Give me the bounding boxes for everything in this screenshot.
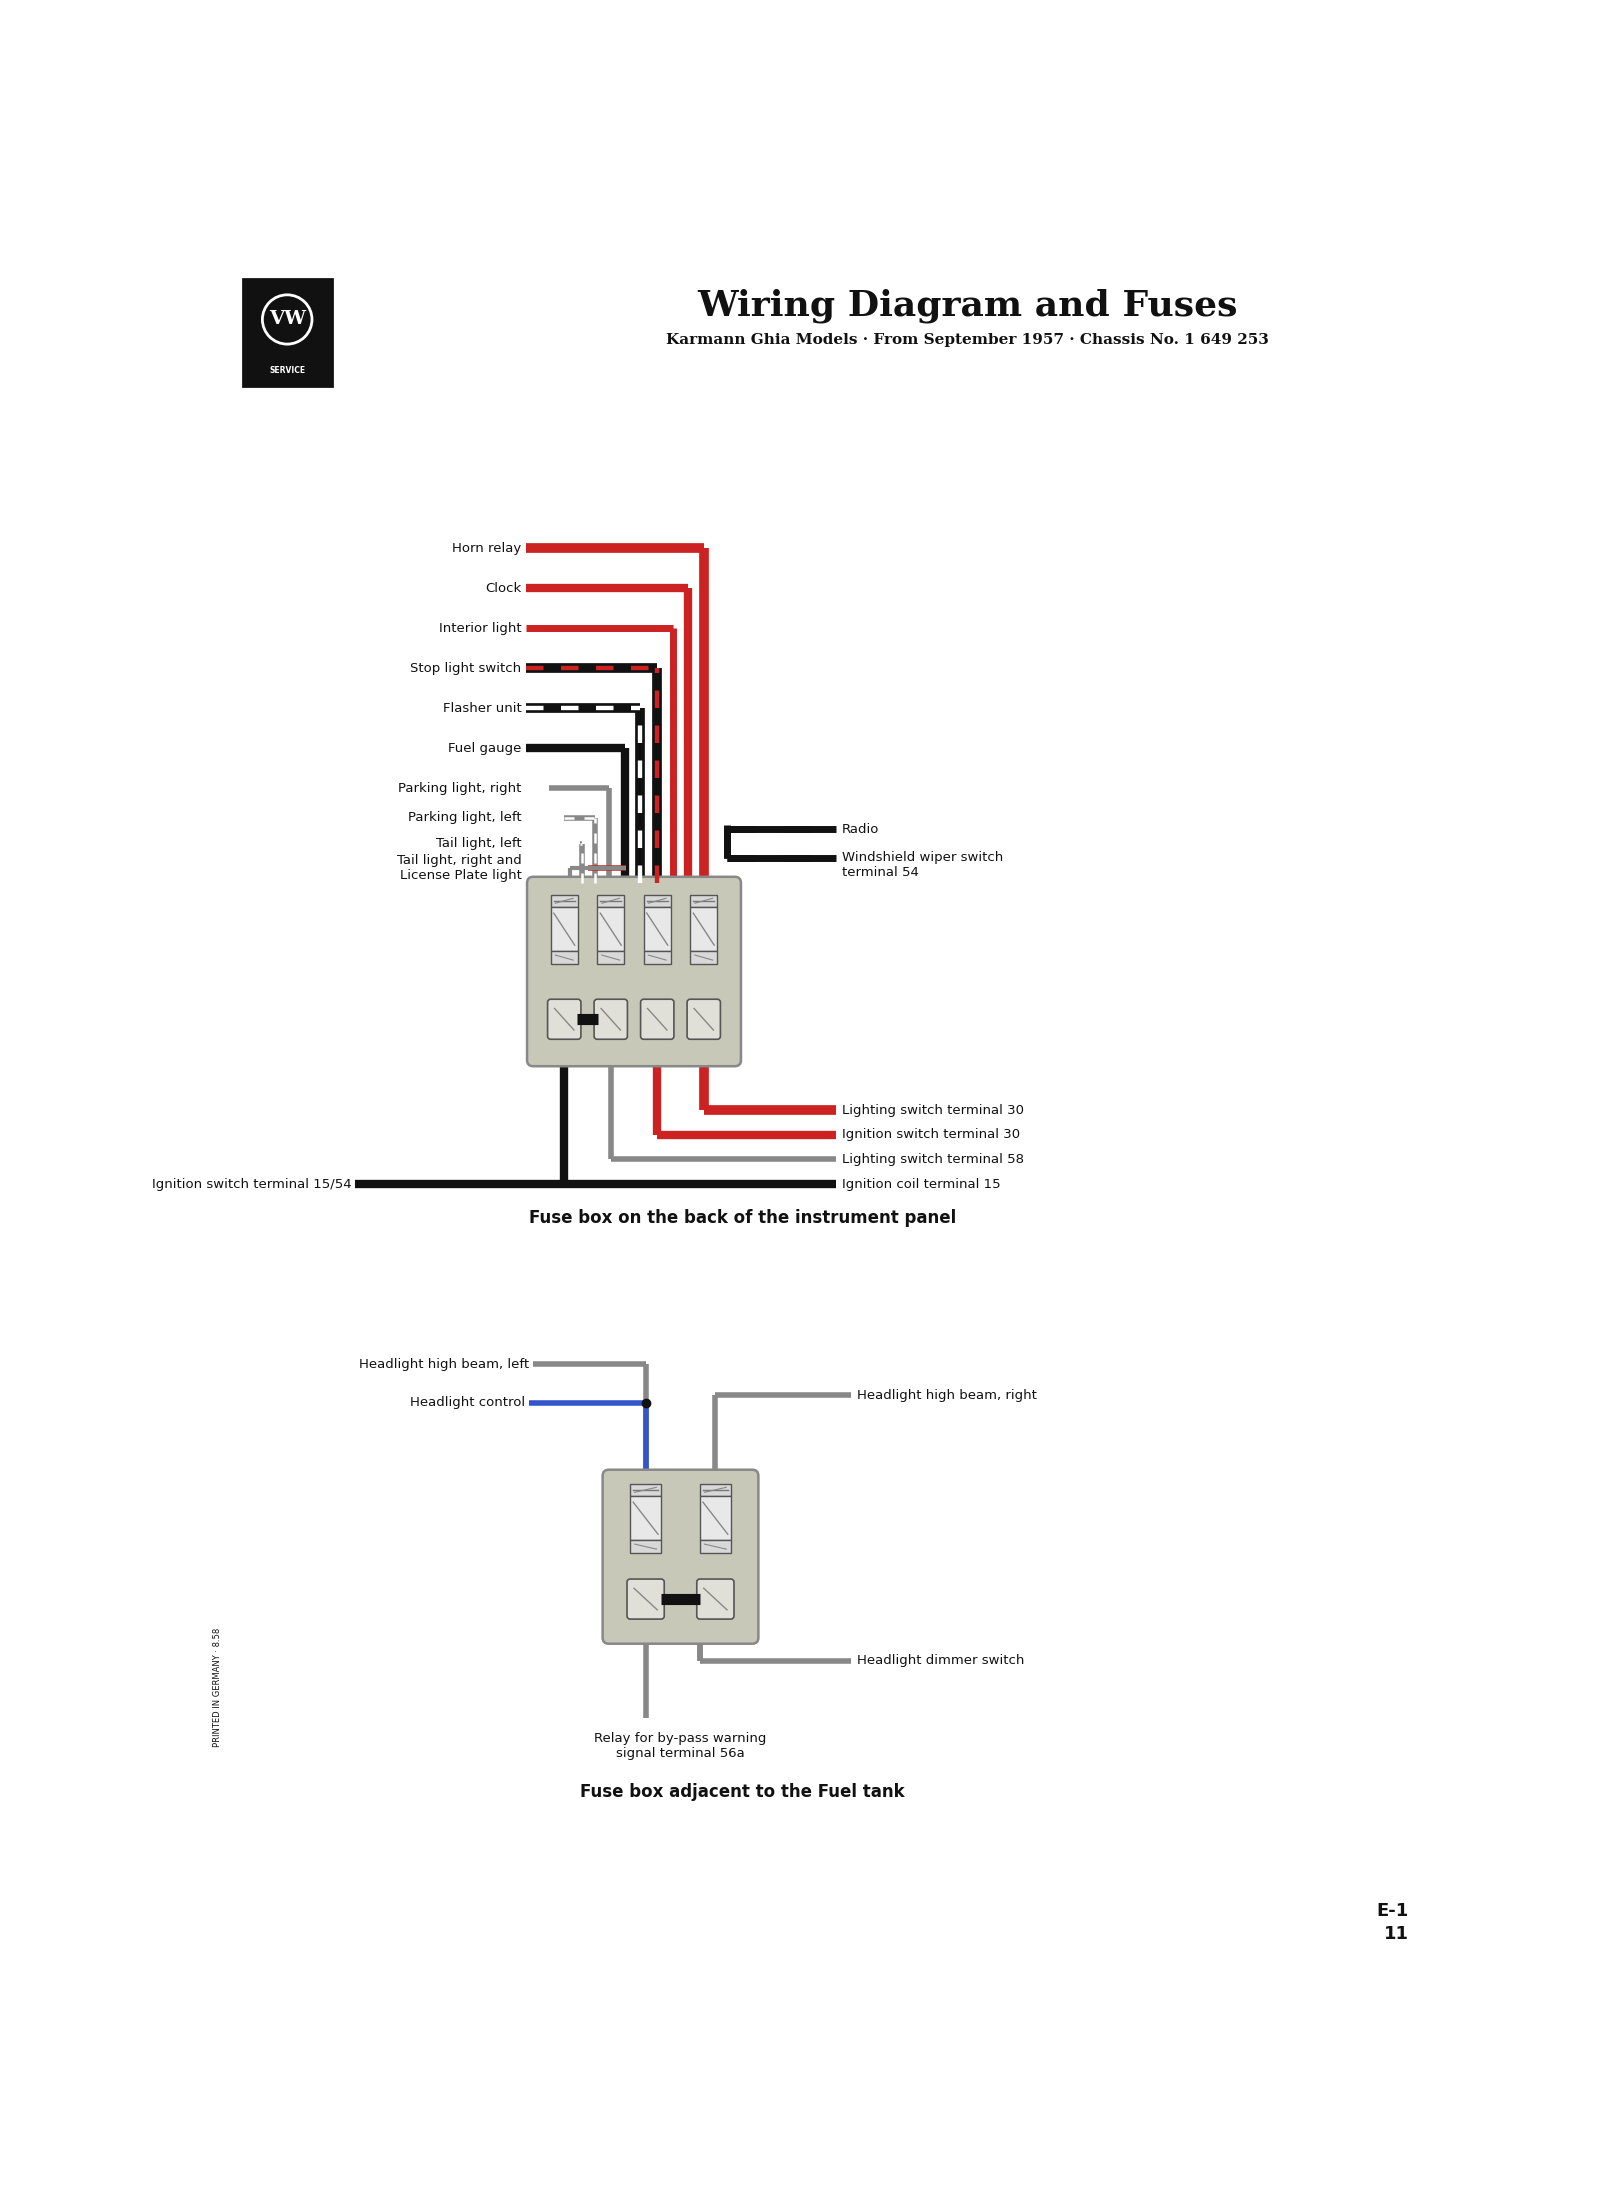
Text: Ignition coil terminal 15: Ignition coil terminal 15: [842, 1176, 1000, 1190]
Text: SERVICE: SERVICE: [269, 365, 306, 374]
FancyBboxPatch shape: [627, 1579, 664, 1618]
Text: Parking light, left: Parking light, left: [408, 811, 522, 825]
Text: VW: VW: [269, 310, 306, 328]
Text: Lighting switch terminal 58: Lighting switch terminal 58: [842, 1152, 1024, 1165]
Bar: [643, 906, 670, 952]
Text: Tail light, left: Tail light, left: [435, 838, 522, 851]
Bar: [597, 906, 624, 952]
Bar: [597, 895, 624, 906]
Text: Wiring Diagram and Fuses: Wiring Diagram and Fuses: [698, 288, 1237, 323]
Bar: [550, 895, 578, 906]
Text: Headlight dimmer switch: Headlight dimmer switch: [858, 1654, 1024, 1667]
Bar: [243, 279, 331, 387]
Text: Flasher unit: Flasher unit: [443, 701, 522, 715]
Text: Karmann Ghia Models · From September 1957 · Chassis No. 1 649 253: Karmann Ghia Models · From September 195…: [666, 332, 1269, 347]
Text: Ignition switch terminal 15/54: Ignition switch terminal 15/54: [152, 1176, 350, 1190]
Text: Parking light, right: Parking light, right: [398, 783, 522, 794]
Bar: [550, 906, 578, 952]
FancyBboxPatch shape: [640, 998, 674, 1040]
Bar: [643, 952, 670, 963]
Bar: [630, 1539, 661, 1552]
Text: Interior light: Interior light: [438, 622, 522, 636]
Bar: [699, 1539, 731, 1552]
Text: Headlight high beam, right: Headlight high beam, right: [858, 1388, 1037, 1401]
FancyBboxPatch shape: [594, 998, 627, 1040]
Bar: [690, 906, 717, 952]
Text: Fuse box adjacent to the Fuel tank: Fuse box adjacent to the Fuel tank: [581, 1783, 906, 1801]
Text: Headlight control: Headlight control: [410, 1396, 525, 1410]
Text: 11: 11: [1384, 1924, 1410, 1944]
Text: Fuel gauge: Fuel gauge: [448, 741, 522, 754]
Text: PRINTED IN GERMANY · 8.58: PRINTED IN GERMANY · 8.58: [213, 1627, 221, 1748]
Text: Tail light, right and
License Plate light: Tail light, right and License Plate ligh…: [397, 853, 522, 882]
Text: Ignition switch terminal 30: Ignition switch terminal 30: [842, 1128, 1019, 1141]
Text: E-1: E-1: [1376, 1902, 1410, 1920]
Text: Radio: Radio: [842, 822, 878, 836]
Text: Stop light switch: Stop light switch: [411, 662, 522, 675]
Bar: [550, 952, 578, 963]
Text: Windshield wiper switch
terminal 54: Windshield wiper switch terminal 54: [842, 851, 1003, 880]
Text: Headlight high beam, left: Headlight high beam, left: [360, 1357, 530, 1370]
Bar: [643, 895, 670, 906]
Text: Lighting switch terminal 30: Lighting switch terminal 30: [842, 1104, 1024, 1117]
Text: Horn relay: Horn relay: [453, 541, 522, 554]
Bar: [699, 1484, 731, 1495]
Text: Relay for by-pass warning
signal terminal 56a: Relay for by-pass warning signal termina…: [594, 1733, 766, 1759]
Text: Clock: Clock: [485, 581, 522, 594]
Bar: [630, 1484, 661, 1495]
Bar: [690, 952, 717, 963]
FancyBboxPatch shape: [686, 998, 720, 1040]
FancyBboxPatch shape: [696, 1579, 734, 1618]
FancyBboxPatch shape: [603, 1469, 758, 1643]
Bar: [699, 1495, 731, 1539]
FancyBboxPatch shape: [547, 998, 581, 1040]
Bar: [690, 895, 717, 906]
FancyBboxPatch shape: [526, 877, 741, 1067]
Bar: [597, 952, 624, 963]
Text: Fuse box on the back of the instrument panel: Fuse box on the back of the instrument p…: [530, 1209, 957, 1227]
Bar: [630, 1495, 661, 1539]
